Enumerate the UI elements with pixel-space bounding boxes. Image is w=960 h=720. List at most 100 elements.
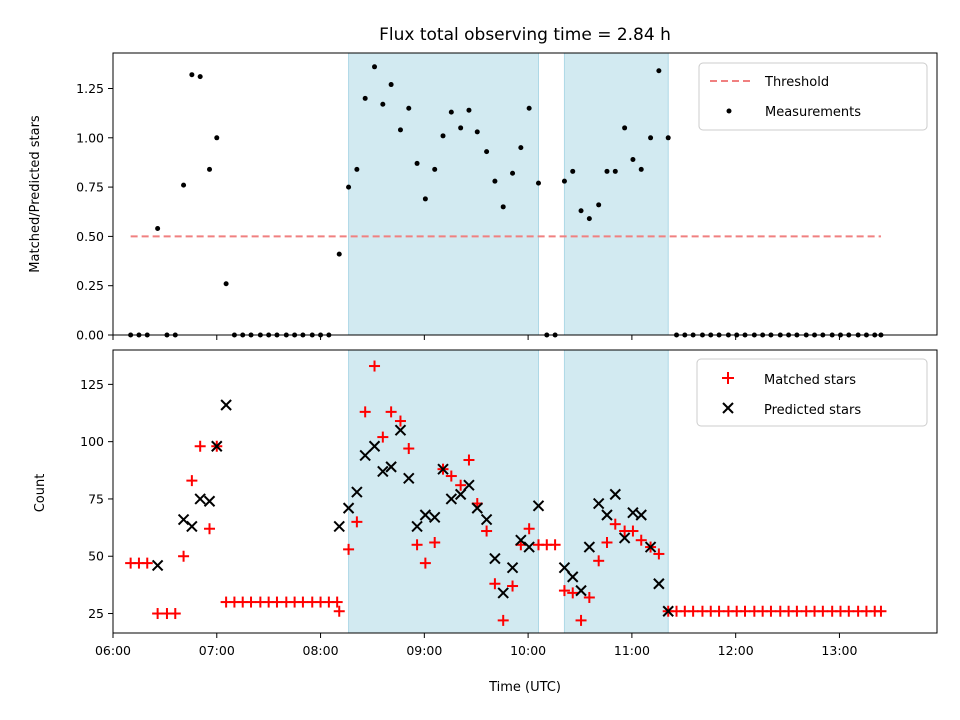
predicted-star-point [515, 534, 527, 546]
predicted-star-point [368, 440, 381, 452]
bottom-ytick-label: 125 [80, 377, 104, 392]
matched-star-point [575, 614, 587, 626]
matched-star-point [635, 534, 647, 546]
matched-star-point [593, 555, 605, 567]
matched-star-point [419, 557, 431, 569]
matched-star-point [369, 360, 381, 372]
measurement-point [414, 160, 420, 166]
matched-star-point [567, 587, 579, 599]
top-y-ticks: 0.00 0.25 0.50 0.75 1.00 1.25 [76, 81, 113, 343]
matched-star-point [194, 440, 206, 452]
measurement-point [406, 105, 412, 111]
measurement-point [638, 166, 644, 172]
bottom-ytick-label: 75 [88, 491, 104, 506]
matched-star-point [141, 557, 153, 569]
top-y-axis-label: Matched/Predicted stars [28, 115, 43, 273]
matched-star-point [152, 608, 164, 620]
measurement-point [561, 178, 567, 184]
predicted-star-point [454, 488, 467, 501]
predicted-star-point [151, 559, 164, 572]
matched-star-point [489, 578, 501, 590]
matched-star-point [583, 591, 595, 603]
bottom-ytick-label: 100 [80, 434, 104, 449]
shaded-region-1 [563, 52, 669, 336]
predicted-star-point [211, 440, 223, 452]
measurement-point [622, 125, 628, 131]
matched-star-point [627, 525, 639, 537]
predicted-star-point [403, 472, 415, 485]
predicted-star-point [359, 449, 371, 462]
predicted-star-point [480, 513, 493, 526]
predicted-star-point [635, 509, 647, 521]
matched-star-point [497, 614, 509, 626]
measurement-point [223, 281, 229, 287]
legend-measurements-label: Measurements [765, 105, 861, 120]
measurement-point [586, 216, 592, 222]
matched-star-point [245, 596, 257, 608]
measurement-point [380, 101, 386, 107]
legend-predicted-swatch [722, 402, 734, 414]
measurement-point [336, 251, 342, 257]
measurement-point [604, 168, 610, 174]
shaded-region-1 [563, 349, 669, 634]
top-ytick-label: 0.75 [76, 180, 104, 195]
matched-star-point [343, 543, 355, 555]
measurement-point [656, 68, 662, 74]
measurement-point [648, 135, 654, 141]
predicted-star-point [351, 486, 363, 498]
predicted-star-point [662, 605, 674, 617]
measurement-point [500, 204, 506, 210]
measurement-point [362, 95, 368, 101]
measurement-point [397, 127, 403, 133]
measurement-point [612, 168, 618, 174]
bottom-xtick-label: 06:00 [95, 643, 131, 658]
bottom-legend: Matched stars Predicted stars [696, 358, 928, 427]
top-ytick-label: 0.50 [76, 229, 104, 244]
matched-star-point [843, 605, 855, 617]
matched-star-point [463, 454, 475, 466]
predicted-star-point [567, 571, 579, 583]
bottom-xtick-label: 13:00 [821, 643, 857, 658]
bottom-xtick-label: 07:00 [199, 643, 235, 658]
top-ytick-label: 0.00 [76, 328, 104, 343]
predicted-star-point [377, 465, 389, 478]
legend-predicted-label: Predicted stars [764, 403, 861, 418]
matched-stars-points [125, 360, 887, 626]
measurement-point [354, 166, 360, 172]
matched-star-point [403, 443, 415, 455]
bottom-xtick-label: 11:00 [614, 643, 650, 658]
predicted-star-point [177, 513, 190, 526]
measurement-point [346, 184, 352, 190]
measurement-point [510, 170, 516, 176]
measurement-point [484, 149, 490, 155]
matched-star-point [653, 548, 665, 560]
predicted-star-point [220, 399, 232, 411]
measurement-point [535, 180, 541, 186]
predicted-star-point [342, 502, 355, 514]
matched-star-point [455, 479, 467, 491]
measurement-point [207, 166, 213, 172]
matched-star-point [791, 605, 803, 617]
predicted-star-point [601, 509, 613, 521]
bottom-y-ticks: 25 50 75 100 125 [80, 377, 113, 621]
predicted-star-point [644, 541, 657, 553]
top-plot-frame [112, 52, 938, 336]
top-ytick-label: 1.25 [76, 81, 104, 96]
bottom-plot-frame [112, 349, 938, 634]
matched-star-point [713, 605, 725, 617]
bottom-xtick-label: 10:00 [510, 643, 546, 658]
predicted-star-point [429, 511, 441, 523]
predicted-stars-points [151, 399, 674, 617]
matched-star-point [204, 523, 216, 535]
matched-star-point [481, 525, 493, 537]
predicted-star-point [203, 495, 216, 507]
predicted-star-point [653, 578, 665, 590]
predicted-star-point [194, 493, 206, 505]
top-legend-box [698, 62, 928, 131]
predicted-star-point [575, 584, 587, 597]
predicted-star-point [618, 532, 631, 544]
measurement-point [458, 125, 464, 131]
bottom-ytick-label: 25 [88, 606, 104, 621]
matched-star-point [601, 536, 613, 548]
